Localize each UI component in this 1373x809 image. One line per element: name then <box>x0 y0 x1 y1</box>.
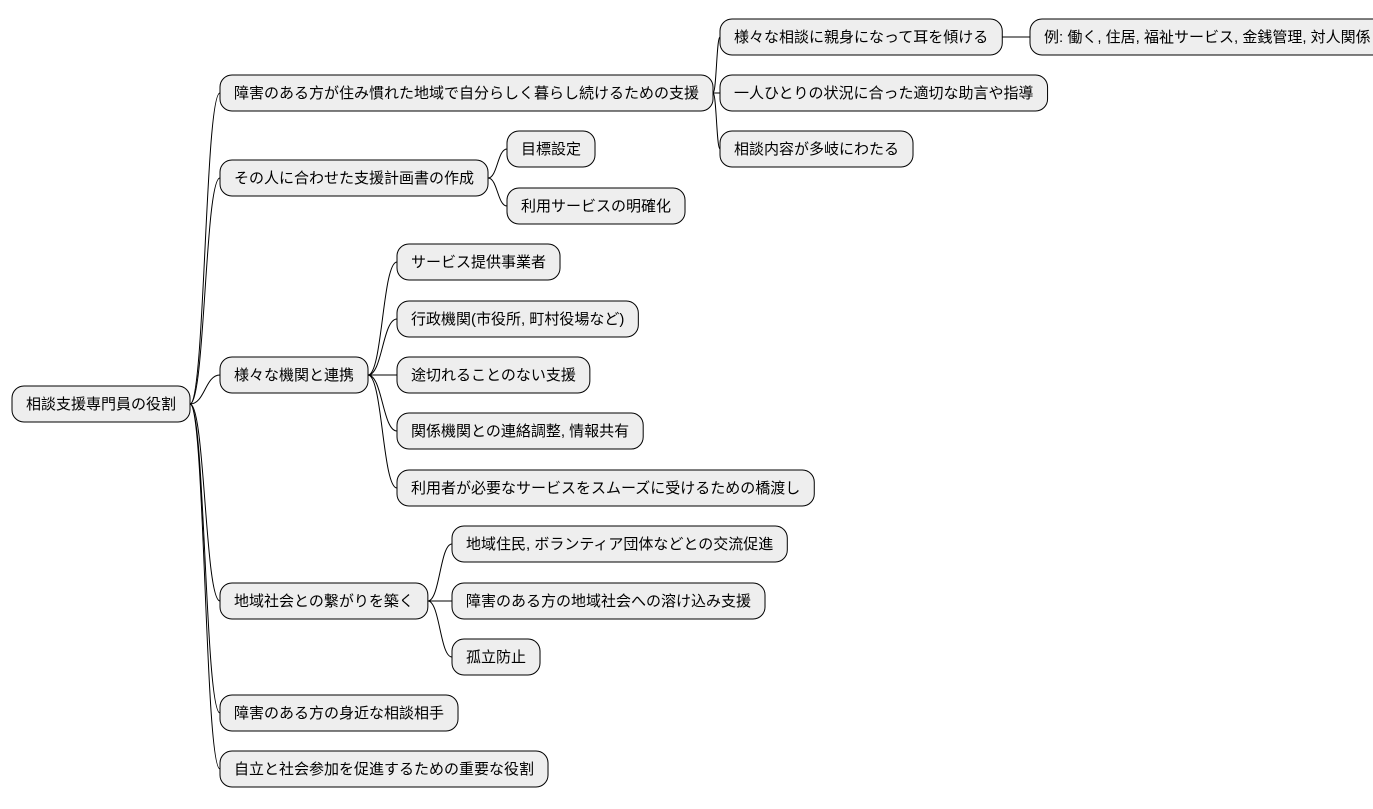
edge <box>190 404 220 713</box>
node-label: 一人ひとりの状況に合った適切な助言や指導 <box>734 84 1034 102</box>
edge <box>428 601 452 657</box>
edge <box>190 178 220 404</box>
mindmap-node: 相談支援専門員の役割 <box>12 386 190 422</box>
node-label: 行政機関(市役所, 町村役場など) <box>411 311 624 328</box>
edge <box>190 93 220 404</box>
node-label: 利用サービスの明確化 <box>521 198 671 215</box>
edge <box>428 544 452 601</box>
node-label: 関係機関との連絡調整, 情報共有 <box>411 423 629 440</box>
node-label: 自立と社会参加を促進するための重要な役割 <box>234 761 534 778</box>
mindmap-node: 相談内容が多岐にわたる <box>720 131 913 167</box>
node-label: 障害のある方が住み慣れた地域で自分らしく暮らし続けるための支援 <box>234 84 699 102</box>
mindmap-node: 利用サービスの明確化 <box>507 188 685 224</box>
mindmap-node: 様々な相談に親身になって耳を傾ける <box>720 19 1002 55</box>
mindmap-node: その人に合わせた支援計画書の作成 <box>220 160 488 196</box>
mindmap-node: 例: 働く, 住居, 福祉サービス, 金銭管理, 対人関係 <box>1030 19 1373 55</box>
mindmap-node: 地域住民, ボランティア団体などとの交流促進 <box>452 526 787 562</box>
edge <box>368 375 397 431</box>
edge <box>368 375 397 488</box>
edge <box>488 149 507 178</box>
node-label: 利用者が必要なサービスをスムーズに受けるための橋渡し <box>411 480 800 497</box>
mindmap-node: 地域社会との繋がりを築く <box>220 583 428 619</box>
node-label: 地域社会との繋がりを築く <box>234 592 414 610</box>
mindmap-node: 様々な機関と連携 <box>220 357 368 393</box>
node-label: 地域住民, ボランティア団体などとの交流促進 <box>466 535 773 553</box>
edge <box>190 404 220 601</box>
node-label: 相談支援専門員の役割 <box>26 396 176 413</box>
edge <box>713 93 720 149</box>
edge <box>713 37 720 93</box>
node-label: その人に合わせた支援計画書の作成 <box>234 170 474 187</box>
node-label: 相談内容が多岐にわたる <box>734 141 899 158</box>
nodes-layer: 相談支援専門員の役割 障害のある方が住み慣れた地域で自分らしく暮らし続けるための支… <box>12 19 1373 787</box>
mindmap-diagram: 相談支援専門員の役割 障害のある方が住み慣れた地域で自分らしく暮らし続けるための支… <box>0 0 1373 809</box>
edge <box>368 319 397 375</box>
mindmap-node: 行政機関(市役所, 町村役場など) <box>397 301 638 337</box>
node-label: 例: 働く, 住居, 福祉サービス, 金銭管理, 対人関係 <box>1044 29 1371 46</box>
mindmap-node: 障害のある方の地域社会への溶け込み支援 <box>452 583 765 619</box>
mindmap-node: 関係機関との連絡調整, 情報共有 <box>397 413 643 449</box>
mindmap-node: 孤立防止 <box>452 639 540 675</box>
node-label: 目標設定 <box>521 141 581 158</box>
node-label: 障害のある方の身近な相談相手 <box>234 704 444 722</box>
mindmap-node: 利用者が必要なサービスをスムーズに受けるための橋渡し <box>397 470 814 506</box>
mindmap-node: 障害のある方の身近な相談相手 <box>220 695 458 731</box>
mindmap-node: 一人ひとりの状況に合った適切な助言や指導 <box>720 75 1048 111</box>
edge <box>190 375 220 404</box>
edge <box>368 262 397 375</box>
node-label: 孤立防止 <box>466 649 526 666</box>
mindmap-node: 自立と社会参加を促進するための重要な役割 <box>220 751 548 787</box>
mindmap-node: 目標設定 <box>507 131 595 167</box>
node-label: 様々な機関と連携 <box>234 367 354 384</box>
node-label: 様々な相談に親身になって耳を傾ける <box>734 29 988 46</box>
edge <box>488 178 507 206</box>
node-label: 途切れることのない支援 <box>411 367 576 384</box>
node-label: 障害のある方の地域社会への溶け込み支援 <box>466 592 751 610</box>
mindmap-node: 途切れることのない支援 <box>397 357 590 393</box>
edge <box>190 404 220 769</box>
mindmap-node: サービス提供事業者 <box>397 244 560 280</box>
node-label: サービス提供事業者 <box>411 254 546 271</box>
mindmap-node: 障害のある方が住み慣れた地域で自分らしく暮らし続けるための支援 <box>220 75 713 111</box>
